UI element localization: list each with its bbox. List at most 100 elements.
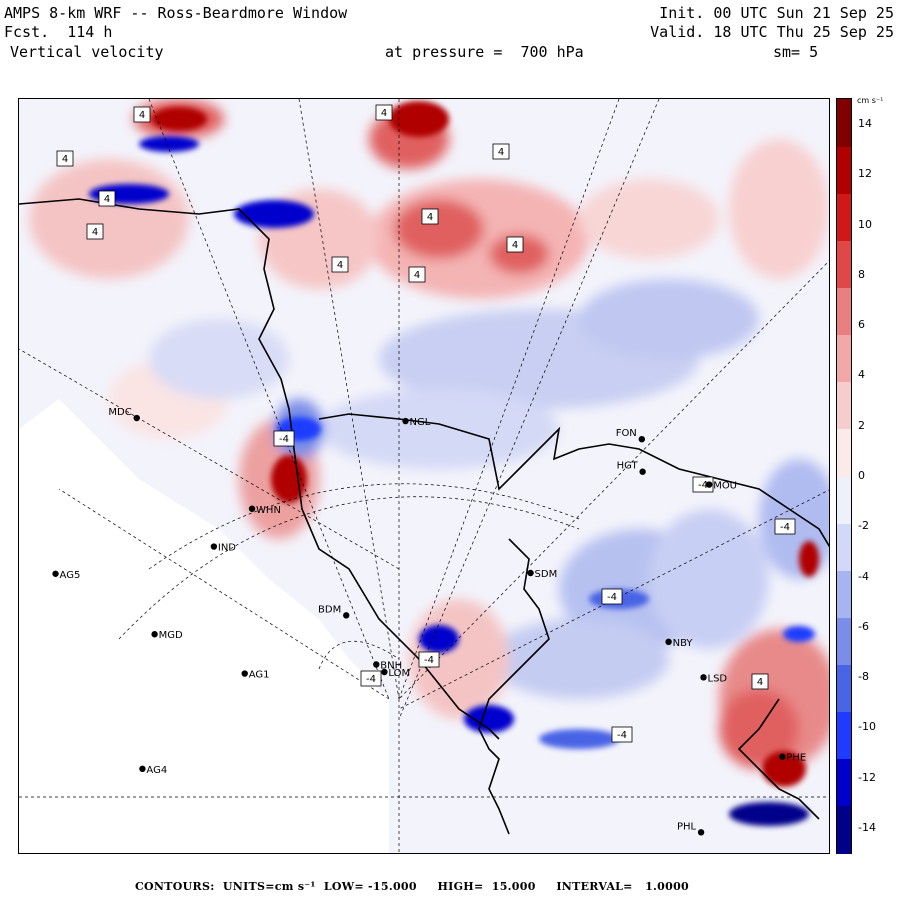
station-label: AG4 [146,765,167,776]
station-label: AG1 [249,670,270,681]
station-marker [697,829,705,836]
colorbar-tick-label: -6 [858,619,869,633]
contour-label: 4 [408,266,426,283]
station-label: WHN [256,505,281,516]
forecast-hour: Fcst. 114 h [4,23,113,41]
station-ag5: AG5 [52,570,80,581]
station-label: MDC [108,407,131,418]
svg-text:4: 4 [337,260,343,271]
colorbar-segment [837,523,851,571]
svg-text:-4: -4 [617,730,627,741]
station-marker [210,543,218,550]
station-ngl: NGL [402,417,431,428]
valid-time: Valid. 18 UTC Thu 25 Sep 25 [650,23,894,41]
station-marker [52,570,59,577]
station-label: NGL [410,417,431,428]
colorbar-segment [837,711,851,760]
svg-text:-4: -4 [698,480,708,491]
contour-label: -4 [418,651,440,668]
station-mou: MOU [706,481,737,492]
svg-text:4: 4 [62,154,68,165]
colorbar-tick-label: -14 [858,820,876,834]
contour-label: 4 [98,190,116,207]
svg-text:4: 4 [757,677,763,688]
svg-text:4: 4 [414,270,420,281]
svg-text:4: 4 [512,240,518,251]
svg-text:-4: -4 [424,655,434,666]
colorbar-segment [837,240,851,288]
contour-label: -4 [601,588,623,605]
model-title: AMPS 8-km WRF -- Ross-Beardmore Window [4,4,348,22]
station-marker [700,674,707,681]
colorbar-tick-label: 12 [858,167,872,181]
contour-label: 4 [133,106,151,123]
svg-text:4: 4 [139,110,145,121]
contour-label: 4 [375,104,393,121]
colorbar-tick-label: 2 [858,418,865,432]
colorbar-segment [837,758,851,807]
station-lsd: LSD [700,673,727,684]
svg-text:4: 4 [498,147,504,158]
station-label: AG5 [60,570,81,581]
station-ind: IND [210,543,236,554]
station-label: SDM [535,569,558,580]
station-bdm: BDM [318,604,350,619]
colorbar-units: cm s⁻¹ [857,96,884,105]
station-whn: WHN [248,505,281,516]
station-marker [248,505,256,512]
station-mgd: MGD [151,630,183,641]
station-label: NBY [673,638,694,649]
station-marker [638,436,646,443]
station-mdc: MDC [108,407,140,422]
colorbar-segment [837,476,851,524]
station-label: PHL [677,821,697,832]
station-label: BNH [380,660,402,671]
station-hgt: HGT [617,461,646,475]
contour-label: 4 [506,236,524,253]
color-scale-bar [836,98,852,854]
colorbar-tick-label: 0 [858,469,865,482]
contour-label: -4 [692,476,714,493]
station-label: IND [218,543,236,554]
station-label: MGD [159,630,183,641]
contour-label: -4 [774,518,796,535]
station-lom: LOM [381,668,410,679]
station-bnh: BNH [373,660,402,671]
no-data-region [19,399,389,853]
contour-label: 4 [751,673,769,690]
colorbar-segment [837,146,851,194]
station-sdm: SDM [527,569,557,580]
init-time: Init. 00 UTC Sun 21 Sep 25 [659,4,894,22]
station-marker [373,661,380,668]
contour-label: 4 [331,256,349,273]
station-marker [381,668,388,676]
contour-label: -4 [273,430,295,447]
lat-lon-grid [19,99,829,853]
station-marker [151,631,158,638]
station-marker [706,481,713,488]
colorbar-tick-label: -12 [858,770,876,784]
colorbar-segment [837,428,851,477]
svg-text:-4: -4 [279,434,289,445]
station-phl: PHL [677,821,705,836]
coastline [19,198,829,835]
colorbar-tick-label: -4 [858,569,869,583]
station-nby: NBY [665,638,693,649]
colorbar-tick-label: 6 [858,318,865,332]
station-label: PHE [786,753,806,764]
contour-labels: 4 4 4 4 4 4 4 4 4 4 4 -4 -4 -4 -4 -4 -4 … [56,104,796,743]
colorbar-tick-label: -10 [858,720,876,734]
contour-label: 4 [492,143,510,160]
station-marker [139,765,146,773]
colorbar-tick-label: 4 [858,368,865,382]
colorbar-segment [837,381,851,430]
svg-text:-4: -4 [780,522,790,533]
station-marker [133,414,140,422]
colorbar-segment [837,805,851,854]
svg-text:4: 4 [104,194,110,205]
colorbar-tick-label: -8 [858,670,869,684]
colorbar-segment [837,570,851,618]
station-label: LOM [388,668,410,679]
contour-label: 4 [86,223,104,240]
